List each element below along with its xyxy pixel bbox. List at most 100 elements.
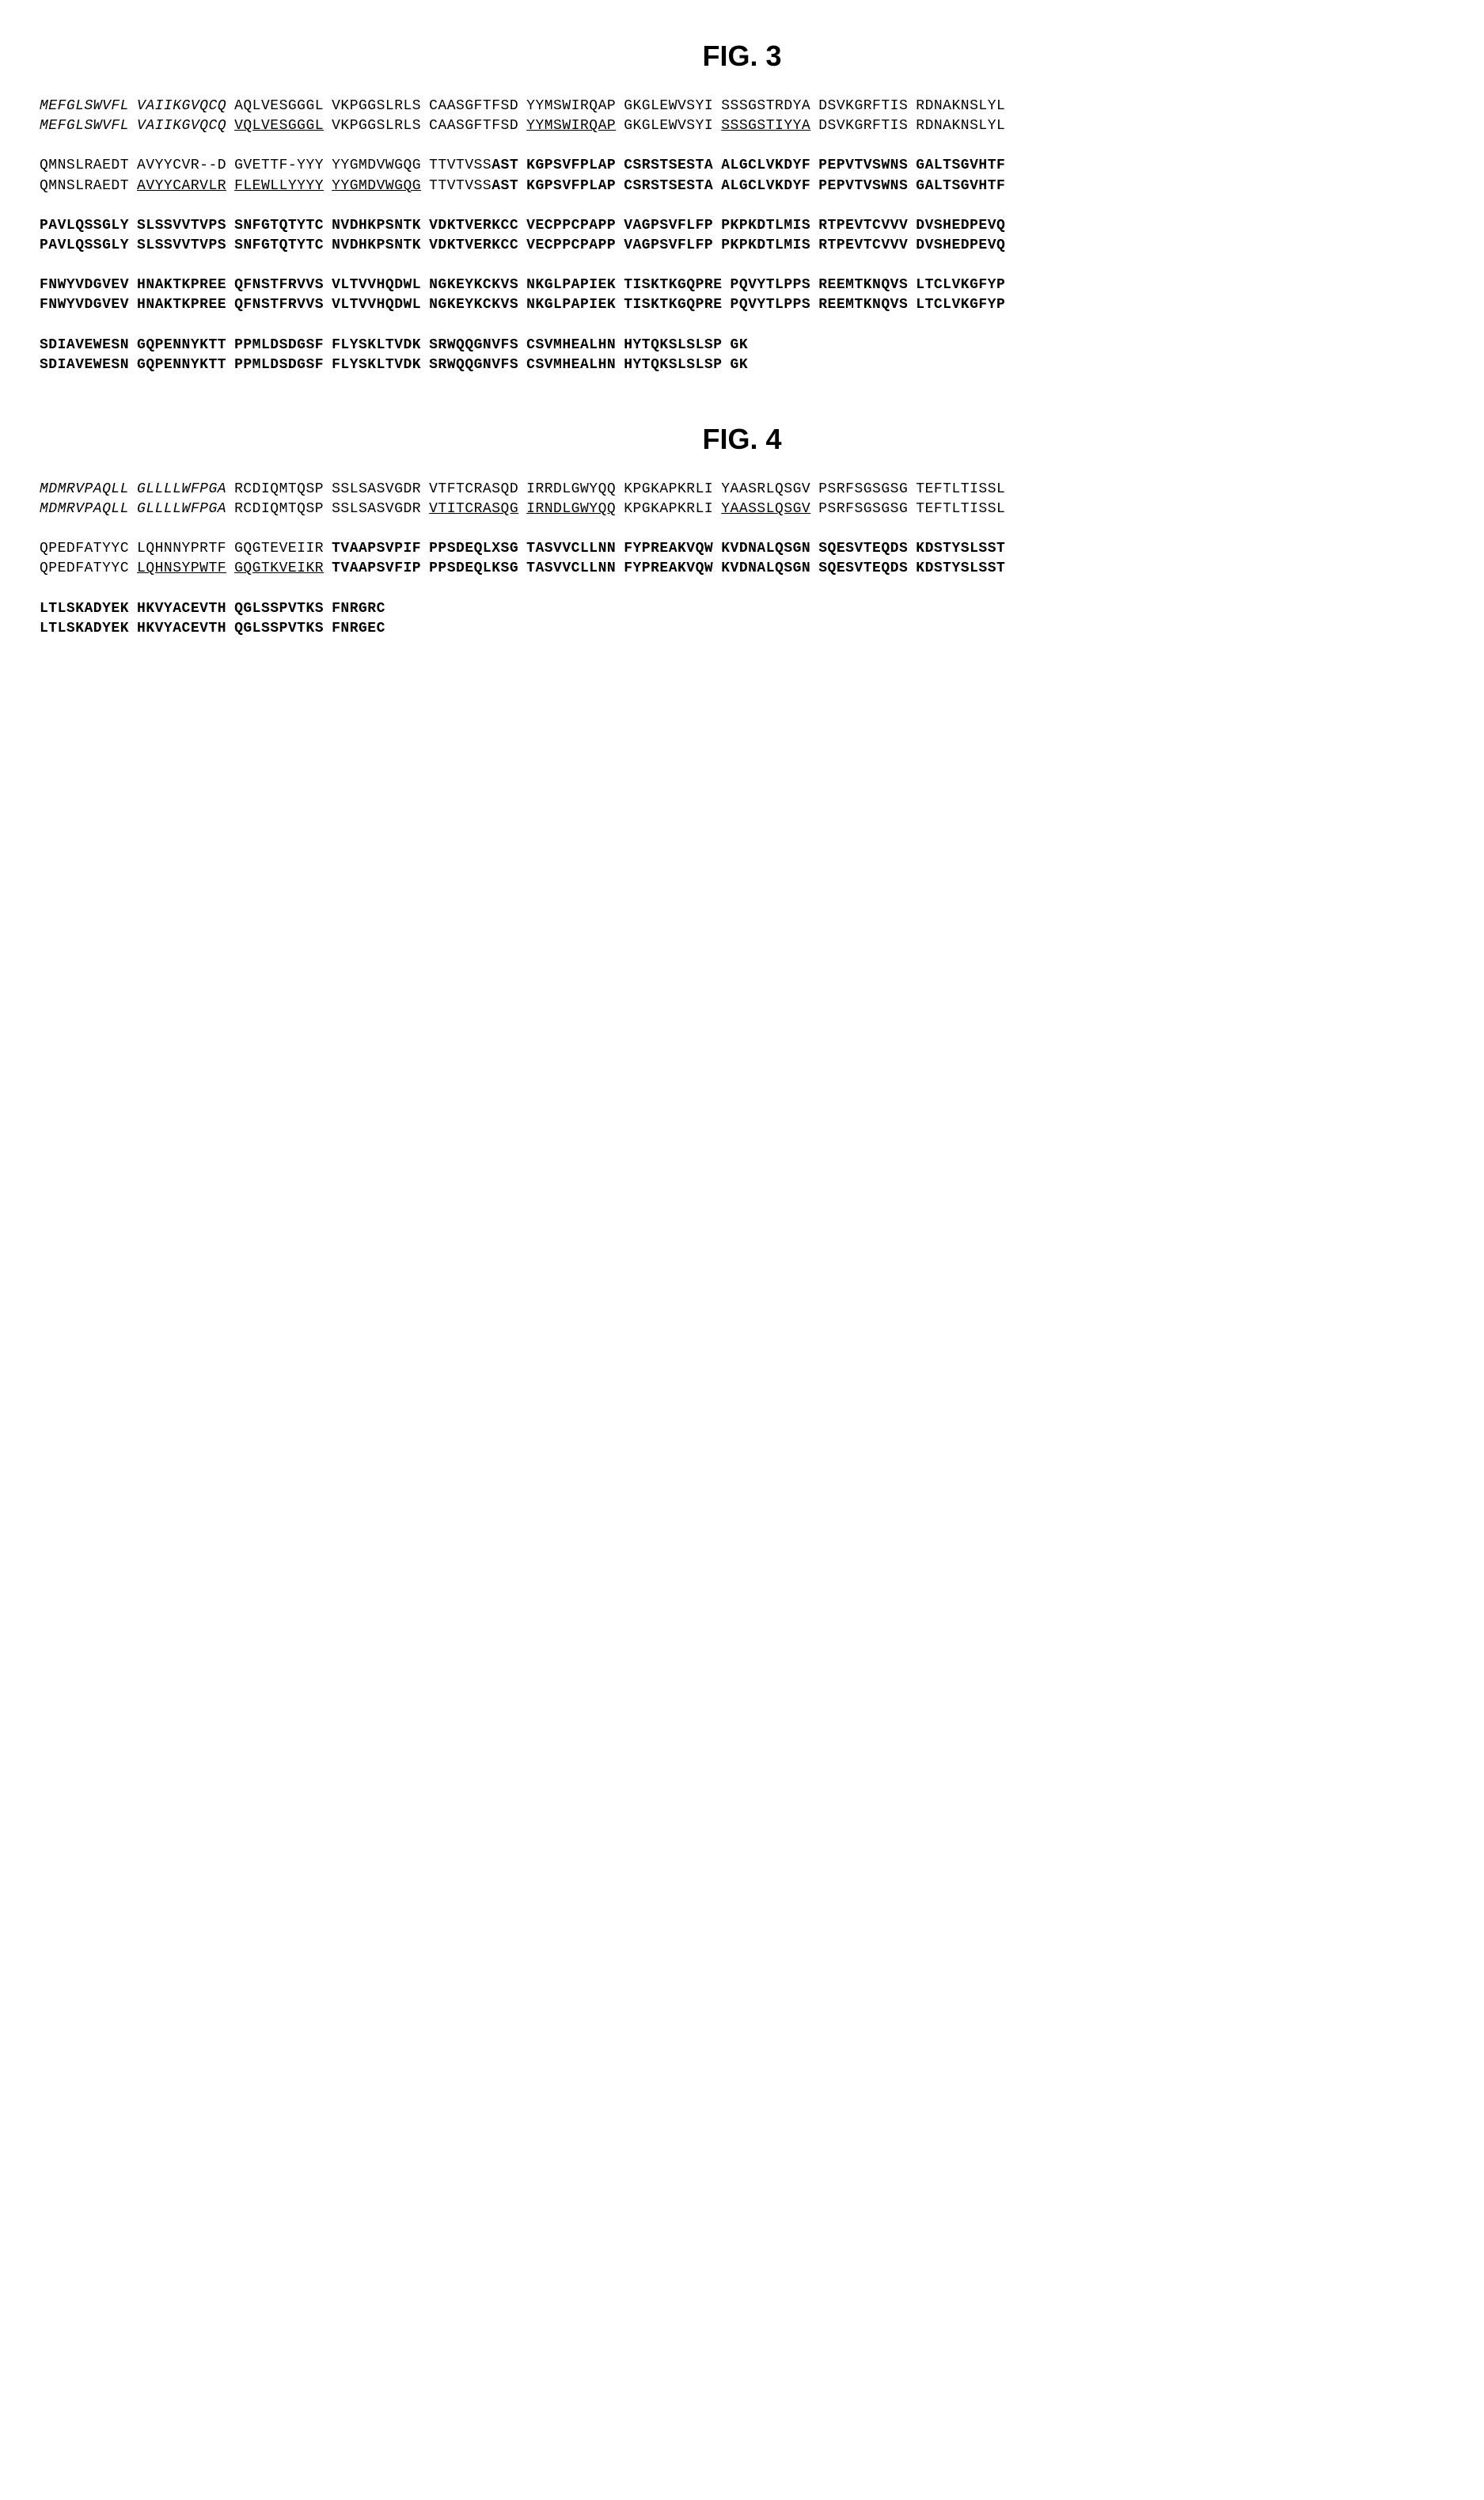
figure-4-section: FIG. 4 MDMRVPAQLLGLLLLWFPGARCDIQMTQSPSSL…	[40, 423, 1444, 639]
sequence-segment: LQHNSYPWTF	[137, 559, 226, 579]
alignment-block: LTLSKADYEKHKVYACEVTHQGLSSPVTKSFNRGRCLTLS…	[40, 599, 1444, 639]
sequence-segment: HKVYACEVTH	[137, 619, 226, 639]
sequence-segment: DVSHEDPEVQ	[916, 236, 1005, 256]
alignment-block: MEFGLSWVFLVAIIKGVQCQAQLVESGGGLVKPGGSLRLS…	[40, 97, 1444, 136]
sequence-segment: PAVLQSSGLY	[40, 236, 129, 256]
figure-4-label: FIG. 4	[40, 423, 1444, 456]
sequence-segment: FYPREAKVQW	[624, 539, 713, 559]
sequence-segment: KVDNALQSGN	[721, 559, 810, 579]
sequence-segment: LTCLVKGFYP	[916, 275, 1005, 295]
sequence-segment: GK	[731, 355, 749, 375]
sequence-segment: GLLLLWFPGA	[137, 500, 226, 519]
sequence-segment: SDIAVEWESN	[40, 336, 129, 355]
sequence-segment: CSVMHEALHN	[526, 355, 616, 375]
sequence-segment: FNWYVDGVEV	[40, 275, 129, 295]
sequence-row: PAVLQSSGLYSLSSVVTVPSSNFGTQTYTCNVDHKPSNTK…	[40, 216, 1444, 236]
sequence-segment: TISKTKGQPRE	[624, 275, 722, 295]
sequence-segment: NGKEYKCKVS	[429, 295, 518, 315]
sequence-segment: YAASSLQSGV	[721, 500, 810, 519]
sequence-segment: FLYSKLTVDK	[332, 355, 421, 375]
sequence-segment: KGPSVFPLAP	[526, 177, 616, 196]
sequence-segment: VAGPSVFLFP	[624, 236, 713, 256]
sequence-segment: RTPEVTCVVV	[818, 236, 908, 256]
sequence-segment: QMNSLRAEDT	[40, 177, 129, 196]
sequence-row: PAVLQSSGLYSLSSVVTVPSSNFGTQTYTCNVDHKPSNTK…	[40, 236, 1444, 256]
sequence-segment: VAGPSVFLFP	[624, 216, 713, 236]
sequence-segment: VQLVESGGGL	[234, 116, 324, 136]
sequence-segment: PPSDEQLKSG	[429, 559, 518, 579]
sequence-segment: KDSTYSLSST	[916, 559, 1005, 579]
sequence-segment: DVSHEDPEVQ	[916, 216, 1005, 236]
sequence-segment: GKGLEWVSYI	[624, 97, 713, 116]
sequence-segment: YYMSWIRQAP	[526, 116, 616, 136]
sequence-segment: RCDIQMTQSP	[234, 480, 324, 500]
sequence-segment: LQHNNYPRTF	[137, 539, 226, 559]
sequence-segment: PSRFSGSGSG	[818, 500, 908, 519]
sequence-segment: CSRSTSESTA	[624, 156, 713, 176]
alignment-block: MDMRVPAQLLGLLLLWFPGARCDIQMTQSPSSLSASVGDR…	[40, 480, 1444, 519]
sequence-segment: SSLSASVGDR	[332, 500, 421, 519]
sequence-segment: KVDNALQSGN	[721, 539, 810, 559]
sequence-segment: QGLSSPVTKS	[234, 619, 324, 639]
sequence-segment: CAASGFTFSD	[429, 97, 518, 116]
sequence-segment: AST	[492, 158, 518, 173]
sequence-segment: NVDHKPSNTK	[332, 236, 421, 256]
sequence-row: LTLSKADYEK HKVYACEVTH QGLSSPVTKS FNRGEC	[40, 619, 1444, 639]
sequence-segment: TISKTKGQPRE	[624, 295, 722, 315]
sequence-segment: GLLLLWFPGA	[137, 480, 226, 500]
sequence-segment: YYGMDVWGQG	[332, 177, 421, 196]
sequence-segment: DSVKGRFTIS	[818, 97, 908, 116]
sequence-segment: GALTSGVHTF	[916, 156, 1005, 176]
sequence-segment: RCDIQMTQSP	[234, 500, 324, 519]
sequence-segment: AVYYCVR--D	[137, 156, 226, 176]
sequence-segment: TTVTVSS	[429, 178, 492, 194]
sequence-segment: VAIIKGVQCQ	[137, 97, 226, 116]
sequence-segment: FNRGEC	[332, 619, 385, 639]
sequence-segment: FNWYVDGVEV	[40, 295, 129, 315]
sequence-segment: VECPPCPAPP	[526, 236, 616, 256]
sequence-row: QMNSLRAEDTAVYYCVR--DGVETTF-YYYYYGMDVWGQG…	[40, 156, 1444, 176]
sequence-segment: SSSGSTRDYA	[721, 97, 810, 116]
sequence-segment: RTPEVTCVVV	[818, 216, 908, 236]
sequence-segment: QPEDFATYYC	[40, 559, 129, 579]
sequence-segment: SSLSASVGDR	[332, 480, 421, 500]
alignment-block: PAVLQSSGLY SLSSVVTVPS SNFGTQTYTC NVDHKPSNTK…	[40, 216, 1444, 256]
sequence-segment: YYGMDVWGQG	[332, 156, 421, 176]
sequence-segment: PEPVTVSWNS	[818, 156, 908, 176]
sequence-segment: HYTQKSLSLSP	[624, 355, 722, 375]
sequence-segment: QMNSLRAEDT	[40, 156, 129, 176]
sequence-segment: VLTVVHQDWL	[332, 295, 421, 315]
sequence-segment: GQPENNYKTT	[137, 355, 226, 375]
sequence-segment: LTCLVKGFYP	[916, 295, 1005, 315]
sequence-segment: AST	[492, 178, 518, 194]
sequence-segment: PPSDEQLXSG	[429, 539, 518, 559]
sequence-segment: MEFGLSWVFL	[40, 116, 129, 136]
sequence-segment: QGLSSPVTKS	[234, 599, 324, 619]
sequence-segment: QFNSTFRVVS	[234, 275, 324, 295]
sequence-segment: SLSSVVTVPS	[137, 236, 226, 256]
sequence-segment: AVYYCARVLR	[137, 177, 226, 196]
sequence-segment: TASVVCLLNN	[526, 559, 616, 579]
sequence-segment: RDNAKNSLYL	[916, 97, 1005, 116]
sequence-segment: SQESVTEQDS	[818, 539, 908, 559]
sequence-segment: SRWQQGNVFS	[429, 355, 518, 375]
sequence-segment: TTVTVSS	[429, 158, 492, 173]
sequence-segment: DSVKGRFTIS	[818, 116, 908, 136]
sequence-segment: LTLSKADYEK	[40, 619, 129, 639]
sequence-segment: NKGLPAPIEK	[526, 275, 616, 295]
alignment-block: SDIAVEWESNGQPENNYKTTPPMLDSDGSFFLYSKLTVDK…	[40, 336, 1444, 375]
sequence-segment: ALGCLVKDYF	[721, 156, 810, 176]
sequence-segment: VDKTVERKCC	[429, 236, 518, 256]
sequence-segment: GQGTEVEIIR	[234, 539, 324, 559]
sequence-segment: TASVVCLLNN	[526, 539, 616, 559]
sequence-segment: GK	[731, 336, 749, 355]
sequence-row: MEFGLSWVFLVAIIKGVQCQAQLVESGGGLVKPGGSLRLS…	[40, 97, 1444, 116]
sequence-segment: IRRDLGWYQQ	[526, 480, 616, 500]
sequence-segment: LTLSKADYEK	[40, 599, 129, 619]
sequence-segment: VECPPCPAPP	[526, 216, 616, 236]
sequence-row: MDMRVPAQLLGLLLLWFPGARCDIQMTQSPSSLSASVGDR…	[40, 500, 1444, 519]
sequence-segment: SNFGTQTYTC	[234, 216, 324, 236]
sequence-segment: SQESVTEQDS	[818, 559, 908, 579]
sequence-segment: TVAAPSVPIF	[332, 539, 421, 559]
sequence-segment-group: TTVTVSSAST	[429, 156, 518, 176]
